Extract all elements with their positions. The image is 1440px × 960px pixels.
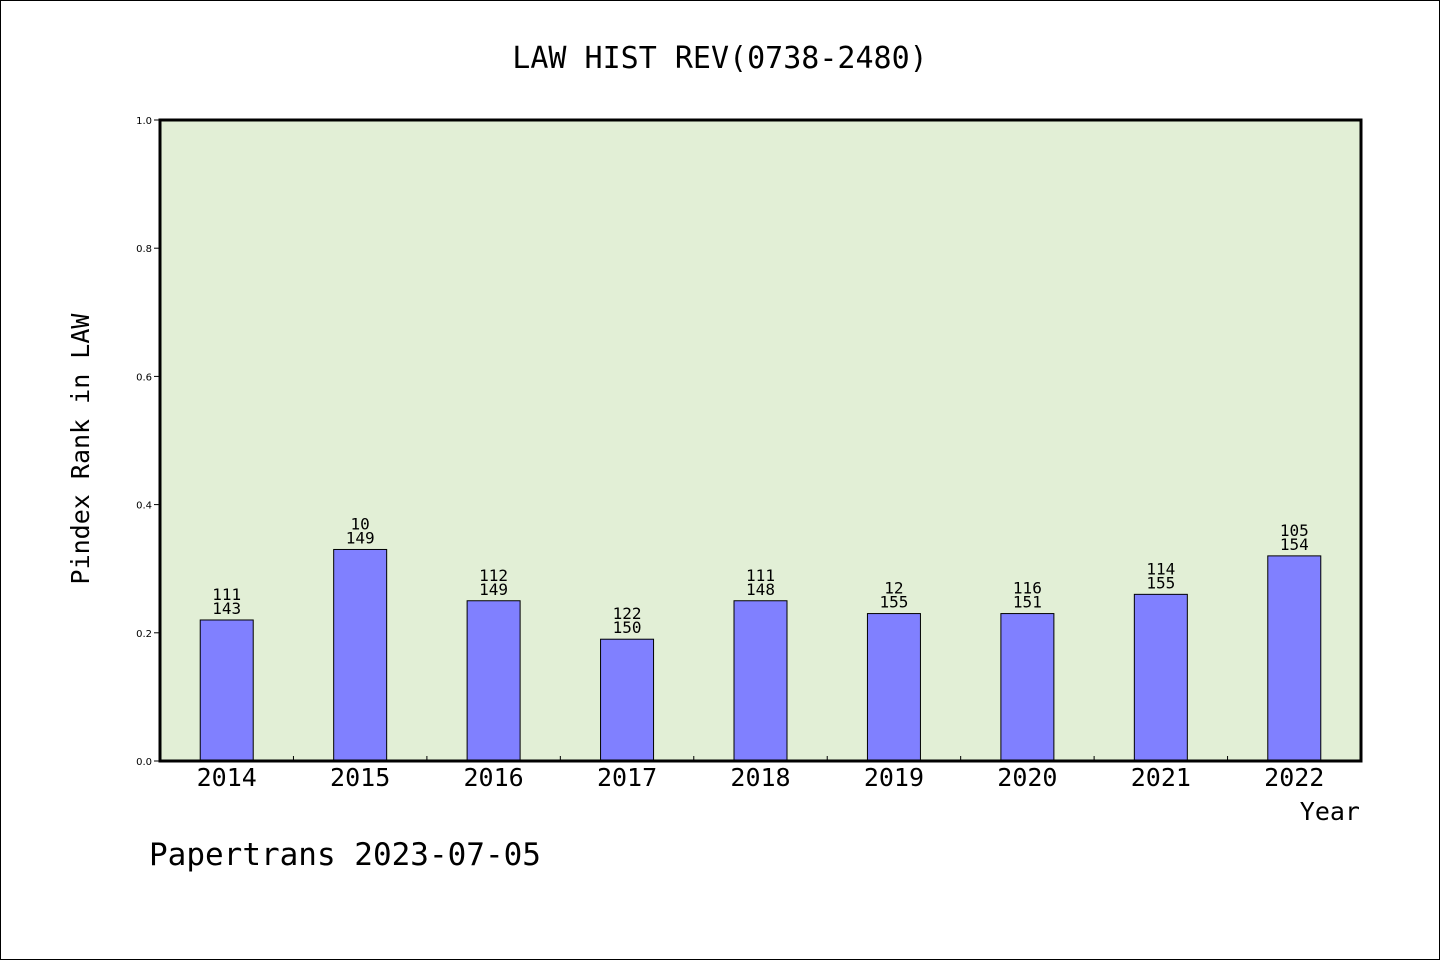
bar-rank-label-2019: 12 (884, 579, 903, 598)
y-tick-label: 0.6 (136, 372, 152, 383)
y-tick-label: 0.0 (136, 757, 152, 768)
bar-2016 (466, 600, 521, 762)
bar-rank-label-2014: 111 (212, 585, 241, 604)
y-tick-label: 0.4 (136, 501, 152, 512)
x-axis-label: Year (1300, 797, 1360, 826)
bar-rank-label-2021: 114 (1146, 559, 1175, 578)
bar-total-label-2019: 155 (879, 593, 908, 612)
bar-rank-label-2022: 105 (1280, 521, 1309, 540)
bar-total-label-2018: 148 (746, 580, 775, 599)
y-tick-label: 1.0 (136, 116, 152, 127)
bar-total-label-2014: 143 (212, 599, 241, 618)
bar-2020 (1000, 613, 1055, 762)
bar-2021 (1133, 593, 1188, 762)
plot-border (158, 118, 1363, 763)
bar-total-label-2017: 150 (613, 618, 642, 637)
bar-total-label-2015: 149 (346, 528, 375, 547)
bar-rank-label-2018: 111 (746, 566, 775, 585)
bar-total-label-2021: 155 (1146, 573, 1175, 592)
bar-rank-label-2017: 122 (613, 604, 642, 623)
x-tick-label-2020: 2020 (997, 763, 1057, 792)
x-tick-label-2014: 2014 (197, 763, 257, 792)
bar-2022 (1267, 555, 1322, 762)
bar-2014 (199, 619, 254, 762)
chart-title: LAW HIST REV(0738-2480) (512, 41, 927, 76)
bar-2015 (333, 548, 388, 762)
x-tick-label-2015: 2015 (330, 763, 390, 792)
x-axis-ticks: 2014 2015 2016 2017 2018 2019 2020 2021 2022 (197, 756, 1324, 792)
bar-2017 (600, 638, 655, 762)
bar-total-label-2016: 149 (479, 580, 508, 599)
bar-rank-label-2020: 116 (1013, 579, 1042, 598)
bar-rank-label-2016: 112 (479, 566, 508, 585)
bar-2019 (866, 613, 921, 762)
bar-total-label-2022: 154 (1280, 535, 1309, 554)
bar-total-label-2020: 151 (1013, 593, 1042, 612)
y-axis-label: Pindex Rank in LAW (66, 313, 95, 585)
y-tick-label: 0.8 (136, 244, 152, 255)
y-tick-label: 0.2 (136, 629, 152, 640)
x-tick-label-2021: 2021 (1131, 763, 1191, 792)
y-axis-ticks: 0.0 0.2 0.4 0.6 0.8 1.0 (136, 116, 160, 768)
x-tick-label-2022: 2022 (1264, 763, 1324, 792)
bar-rank-label-2015: 10 (351, 514, 370, 533)
bar-2018 (733, 600, 788, 762)
x-tick-label-2017: 2017 (597, 763, 657, 792)
x-tick-label-2016: 2016 (464, 763, 524, 792)
x-tick-label-2018: 2018 (730, 763, 790, 792)
x-tick-label-2019: 2019 (864, 763, 924, 792)
footer-source-date: Papertrans 2023-07-05 (149, 837, 541, 873)
